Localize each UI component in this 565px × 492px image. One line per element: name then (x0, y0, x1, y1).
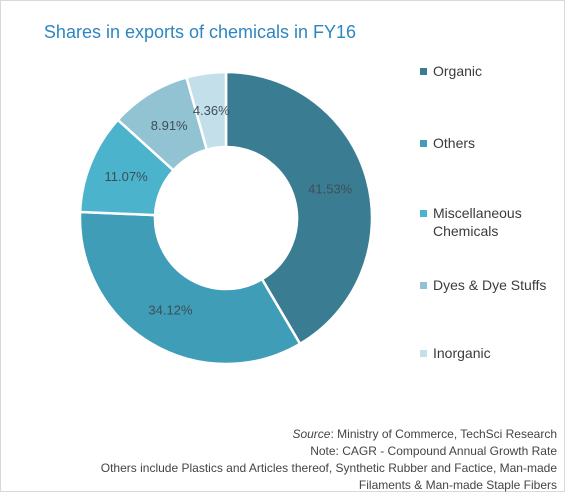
legend-swatch (420, 210, 427, 217)
slice-others (78, 210, 302, 366)
legend-item: Others (420, 134, 553, 152)
legend-item: Dyes & Dye Stuffs (420, 276, 553, 294)
others-note-line-2: Filaments & Man-made Staple Fibers (358, 478, 557, 492)
slice-organic (224, 70, 374, 346)
legend-label: Organic (433, 63, 483, 79)
slice-label: 8.91% (151, 118, 188, 133)
source-text: : Ministry of Commerce, TechSci Research (330, 427, 557, 441)
legend-item: Organic (420, 62, 553, 80)
legend-label: Dyes & Dye Stuffs (433, 277, 547, 293)
legend-swatch (420, 282, 427, 289)
source-line: Source: Ministry of Commerce, TechSci Re… (292, 427, 557, 441)
chart-title: Shares in exports of chemicals in FY16 (43, 22, 357, 42)
legend-swatch (420, 68, 427, 75)
others-note-line-1: Others include Plastics and Articles the… (100, 461, 557, 475)
legend-label: Miscellaneous Chemicals (433, 205, 522, 239)
slice-label: 41.53% (308, 182, 353, 197)
legend-label: Inorganic (433, 345, 491, 361)
slice-label: 4.36% (193, 103, 230, 118)
source-prefix: Source (292, 427, 331, 441)
legend-label: Others (433, 135, 476, 151)
slice-label: 34.12% (148, 303, 193, 318)
legend-swatch (420, 350, 427, 357)
note-line: Note: CAGR - Compound Annual Growth Rate (310, 444, 557, 458)
slice-label: 11.07% (105, 169, 149, 184)
legend-item: Inorganic (420, 344, 553, 362)
legend-item: Miscellaneous Chemicals (420, 204, 553, 240)
slice-inorganic (184, 70, 228, 152)
legend-swatch (420, 140, 427, 147)
